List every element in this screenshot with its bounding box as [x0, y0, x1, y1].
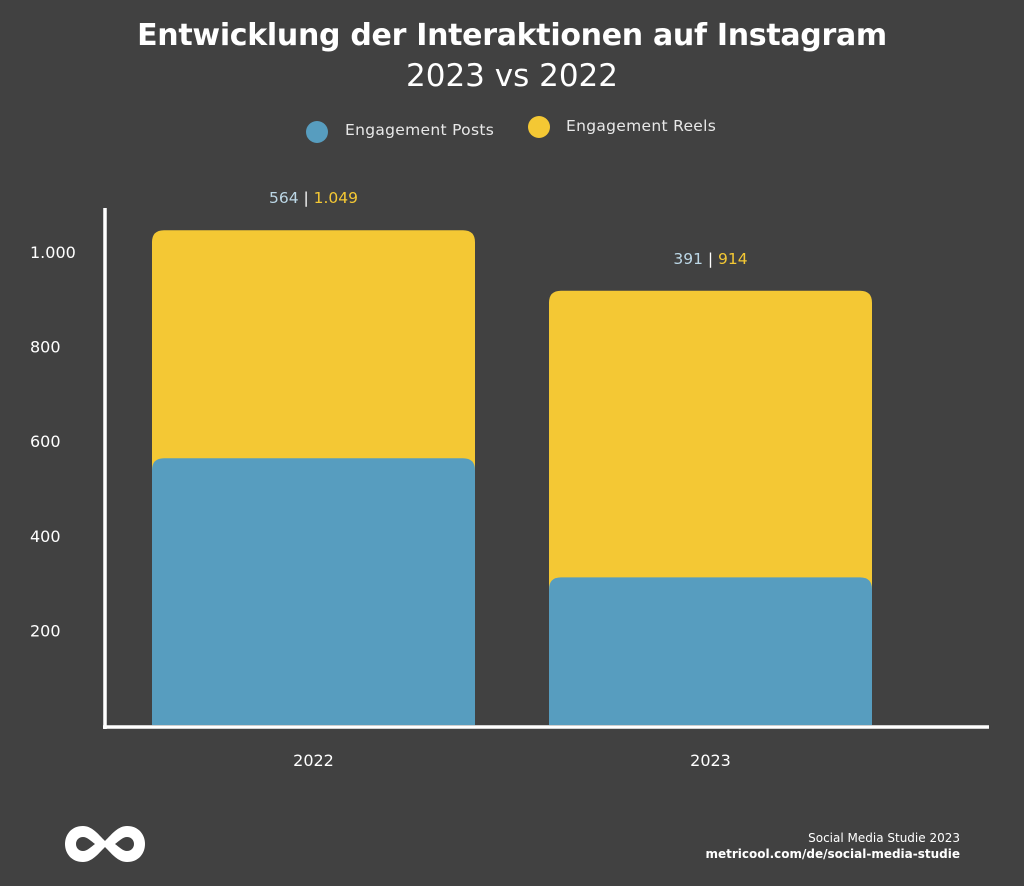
data-label-posts-2023: 391 [673, 250, 708, 268]
y-tick-1.000: 1.000 [30, 243, 76, 262]
bar-posts-2022 [152, 458, 475, 725]
bars-group [152, 230, 872, 725]
data-label-reels-2022: 1.049 [314, 189, 358, 207]
data-label-posts-2022: 564 [269, 189, 304, 207]
x-tick-2022: 2022 [293, 751, 334, 770]
chart-subtitle: 2023 vs 2022 [406, 58, 618, 94]
metricool-logo-icon [65, 826, 145, 862]
footer-url-link[interactable]: metricool.com/de/social-media-studie [705, 847, 960, 861]
data-labels: 564 | 1.049 391 | 914 [269, 189, 748, 268]
chart-title: Entwicklung der Interaktionen auf Instag… [137, 18, 887, 53]
legend-dot-reels [528, 116, 550, 138]
data-label-separator-2023: | [708, 250, 718, 268]
y-tick-800: 800 [30, 338, 61, 357]
legend-label-reels: Engagement Reels [566, 117, 717, 135]
x-tick-2023: 2023 [690, 751, 731, 770]
legend-dot-posts [306, 121, 328, 143]
footer-study-name: Social Media Studie 2023 [808, 831, 960, 845]
data-label-reels-2023: 914 [718, 250, 748, 268]
data-label-2023: 391 | 914 [673, 250, 747, 268]
y-tick-200: 200 [30, 621, 61, 640]
legend-label-posts: Engagement Posts [345, 121, 495, 139]
bar-posts-2023 [549, 577, 872, 725]
y-tick-600: 600 [30, 432, 61, 451]
y-tick-labels: 200 400 600 800 1.000 [30, 243, 76, 640]
x-tick-labels: 2022 2023 [293, 751, 731, 770]
y-tick-400: 400 [30, 527, 61, 546]
data-label-2022: 564 | 1.049 [269, 189, 358, 207]
data-label-separator-2022: | [303, 189, 313, 207]
